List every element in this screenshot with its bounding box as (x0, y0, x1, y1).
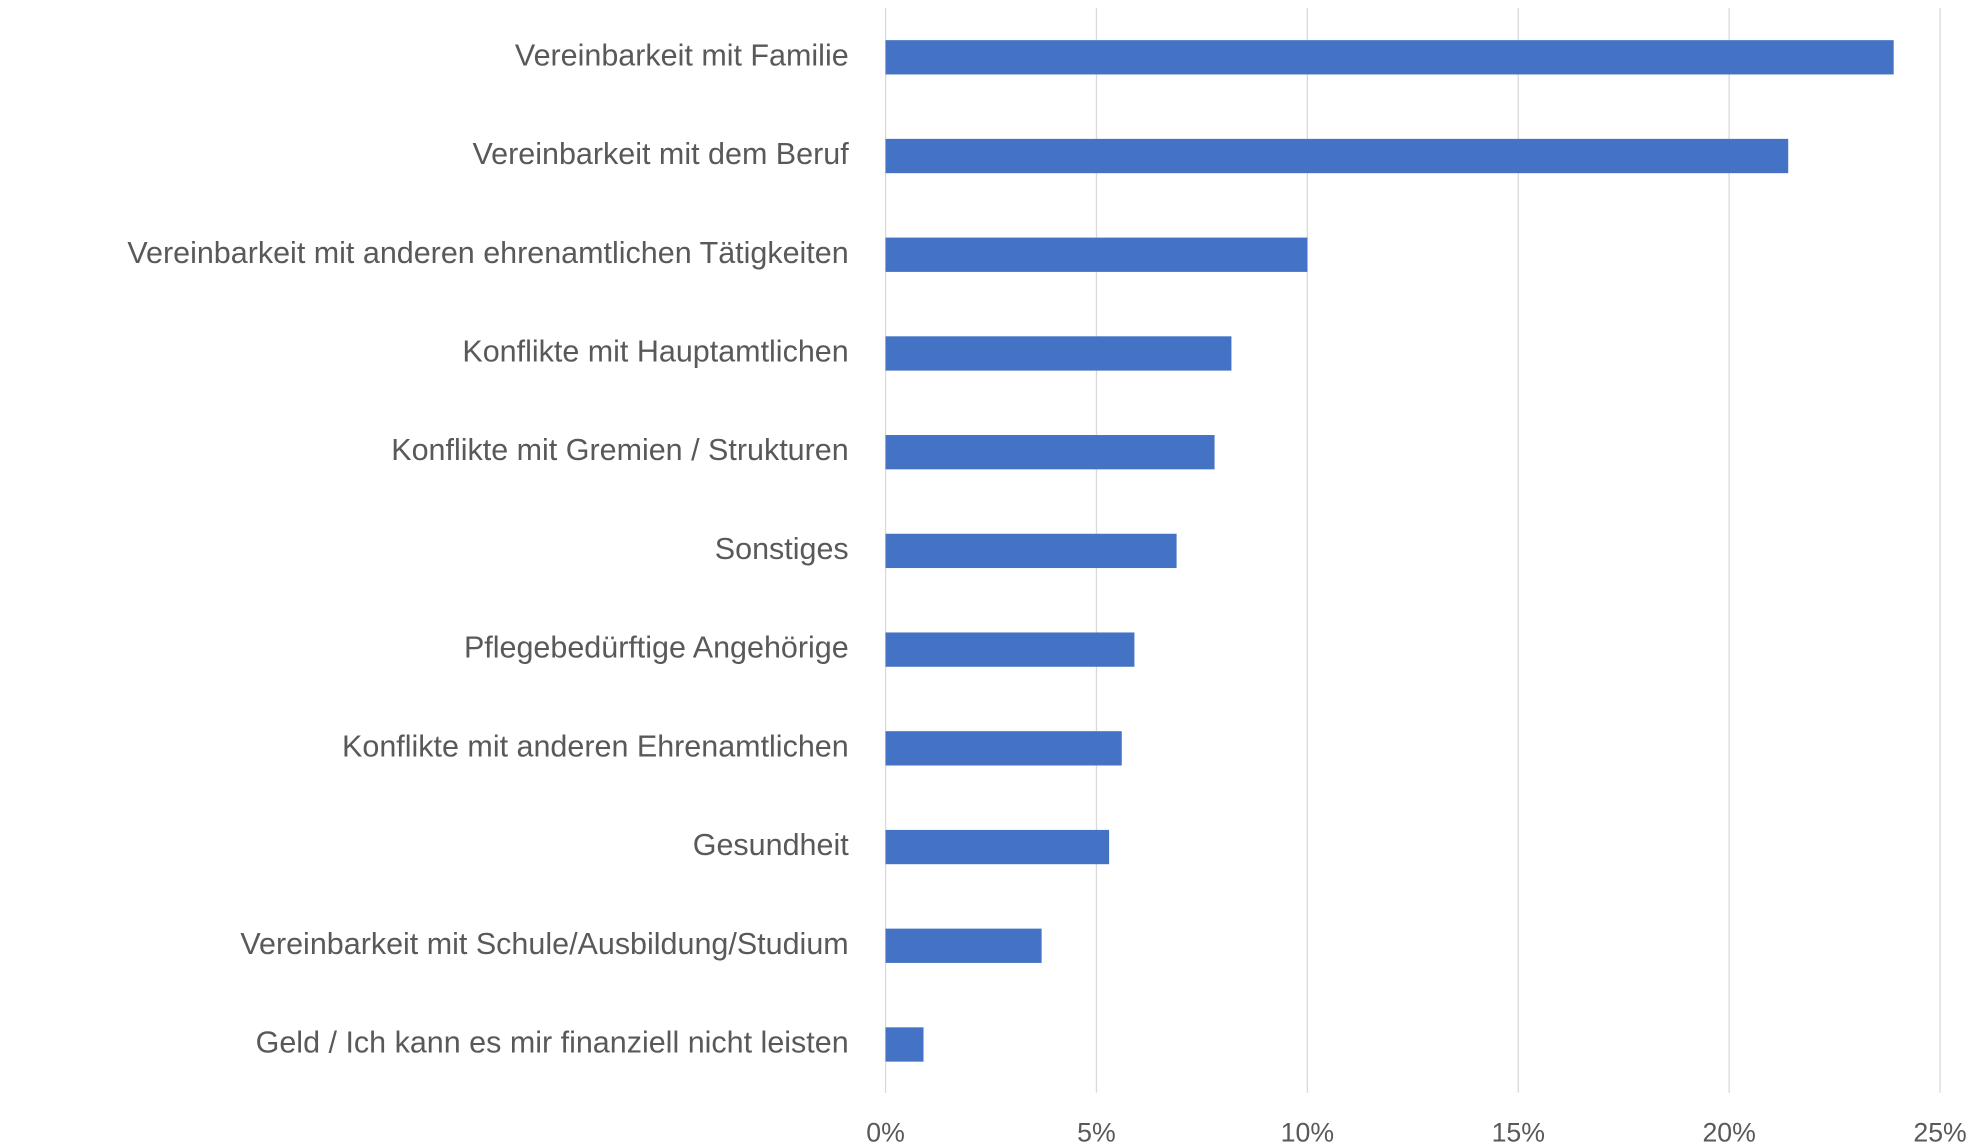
y-tick-label: Vereinbarkeit mit Schule/Ausbildung/Stud… (240, 927, 848, 961)
bar (885, 829, 1110, 865)
x-tick-label: 15% (1492, 1118, 1545, 1145)
bar (885, 533, 1177, 569)
x-tick-label: 5% (1077, 1118, 1116, 1145)
bar (885, 138, 1789, 174)
x-tick-label: 10% (1281, 1118, 1334, 1145)
x-tick-label: 0% (866, 1118, 905, 1145)
x-tick-label: 20% (1702, 1118, 1755, 1145)
bar (885, 731, 1122, 766)
bar (885, 336, 1232, 371)
y-tick-label: Vereinbarkeit mit Familie (515, 38, 849, 72)
y-tick-label: Konflikte mit anderen Ehrenamtlichen (342, 729, 849, 763)
y-tick-label: Gesundheit (693, 828, 849, 862)
bar (885, 1027, 924, 1062)
y-tick-label: Konflikte mit Gremien / Strukturen (391, 433, 848, 467)
y-tick-label: Vereinbarkeit mit dem Beruf (473, 137, 850, 171)
bar (885, 435, 1215, 470)
bar (885, 632, 1135, 667)
y-tick-label: Vereinbarkeit mit anderen ehrenamtlichen… (127, 236, 848, 270)
y-tick-label: Konflikte mit Hauptamtlichen (462, 335, 848, 369)
bar (885, 40, 1894, 75)
y-tick-label: Geld / Ich kann es mir finanziell nicht … (256, 1026, 849, 1060)
x-tick-label: 25% (1913, 1118, 1966, 1145)
y-tick-label: Pflegebedürftige Angehörige (464, 631, 849, 665)
bar (885, 237, 1308, 272)
bar (885, 928, 1042, 963)
y-tick-label: Sonstiges (715, 532, 849, 566)
